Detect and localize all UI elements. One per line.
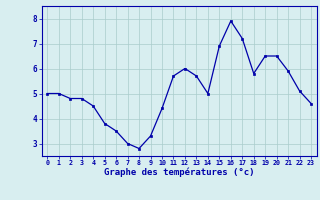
- X-axis label: Graphe des températures (°c): Graphe des températures (°c): [104, 168, 254, 177]
